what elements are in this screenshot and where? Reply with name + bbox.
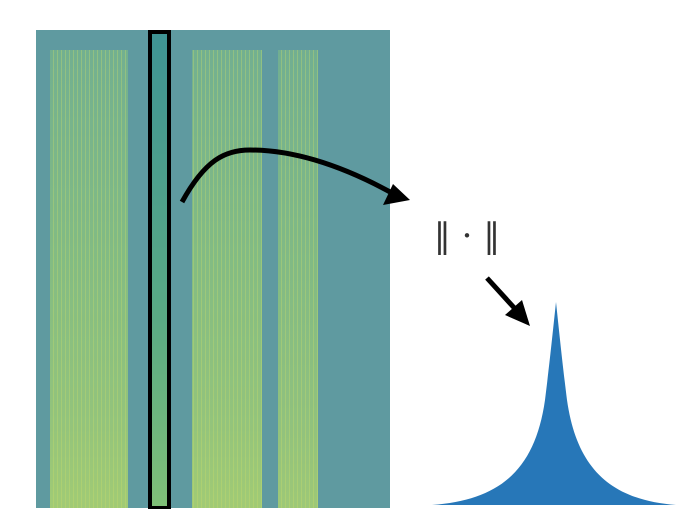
selected-column — [150, 32, 169, 508]
spectrogram — [36, 30, 390, 509]
arrow — [485, 276, 520, 314]
distribution-shape — [432, 302, 676, 505]
arrowhead — [383, 184, 410, 205]
arrow — [179, 147, 394, 204]
speech-texture — [192, 50, 262, 508]
norm-symbol: ‖ · ‖ — [434, 216, 500, 256]
speech-texture — [50, 50, 128, 508]
speech-texture — [278, 50, 318, 508]
arrowhead — [505, 300, 530, 326]
column-highlight — [148, 30, 171, 509]
